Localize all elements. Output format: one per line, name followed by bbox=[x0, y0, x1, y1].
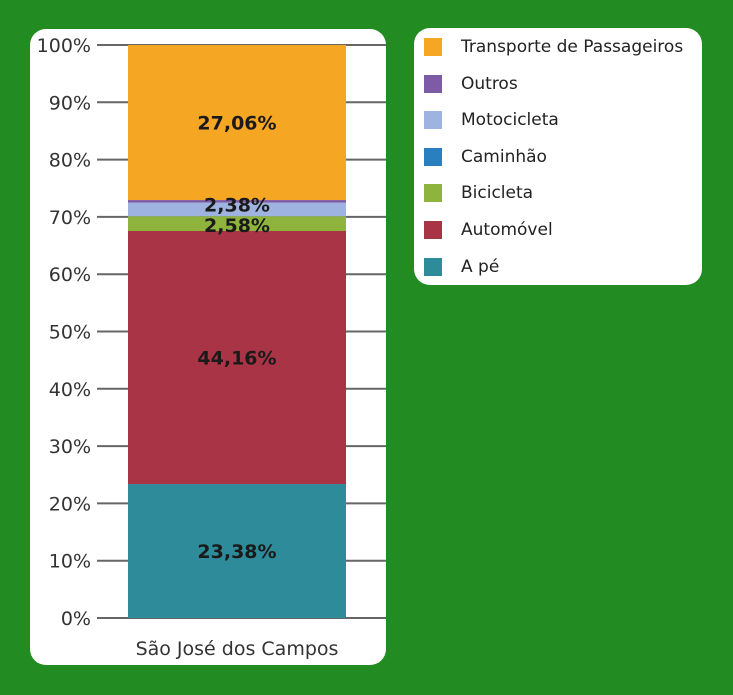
legend-swatch bbox=[424, 221, 442, 239]
chart-panel: 0% 10% 20% 30% 40% 50% 60% 70% 80% 90% 100% 23,38% 4… bbox=[30, 29, 386, 665]
legend-swatch bbox=[424, 111, 442, 130]
y-tick-label: 0% bbox=[61, 608, 91, 630]
y-tick-label: 40% bbox=[49, 379, 91, 401]
legend-swatch bbox=[424, 184, 442, 203]
y-tick-label: 50% bbox=[49, 322, 91, 344]
bar-segment-motocicleta bbox=[128, 202, 346, 217]
legend-swatch bbox=[424, 74, 442, 93]
legend-item-motocicleta: Motocicleta bbox=[424, 108, 559, 132]
legend-label: Caminhão bbox=[461, 146, 547, 167]
y-tick-label: 90% bbox=[49, 92, 91, 114]
legend-item-automovel: Automóvel bbox=[424, 218, 553, 242]
chart-legend: Transporte de Passageiros Outros Motocicle… bbox=[414, 28, 702, 285]
legend-item-bicicleta: Bicicleta bbox=[424, 181, 533, 205]
data-label-motocicleta: 2,38% bbox=[204, 195, 270, 217]
legend-label: Motocicleta bbox=[461, 110, 559, 131]
legend-label: A pé bbox=[461, 256, 500, 277]
y-tick-label: 100% bbox=[37, 35, 91, 57]
legend-swatch bbox=[424, 38, 442, 56]
data-label-bicicleta: 2,58% bbox=[204, 215, 270, 237]
legend-label: Transporte de Passageiros bbox=[461, 37, 684, 57]
legend-label: Outros bbox=[461, 73, 518, 94]
bar-segment-a-pe bbox=[128, 484, 346, 618]
y-tick-label: 20% bbox=[49, 493, 91, 515]
legend-label: Bicicleta bbox=[461, 183, 534, 204]
legend-item-outros: Outros bbox=[424, 72, 518, 96]
y-tick-label: 60% bbox=[49, 264, 91, 286]
bar-segment-automovel bbox=[128, 230, 346, 485]
y-tick-label: 70% bbox=[49, 207, 91, 229]
data-label-automovel: 44,16% bbox=[197, 348, 276, 370]
data-label-transporte-de-passageiros: 27,06% bbox=[197, 113, 276, 135]
stacked-bar-chart: 0% 10% 20% 30% 40% 50% 60% 70% 80% 90% 100% 23,38% 4… bbox=[37, 35, 386, 660]
legend-item-caminhao: Caminhão bbox=[424, 145, 547, 169]
bar-segment-transporte-de-passageiros bbox=[128, 45, 346, 201]
bar-segment-outros bbox=[128, 200, 346, 203]
y-tick-label: 10% bbox=[49, 551, 91, 573]
x-category-label: São José dos Campos bbox=[136, 638, 339, 660]
legend-swatch bbox=[424, 147, 442, 166]
y-tick-label: 80% bbox=[49, 150, 91, 172]
bar-segment-bicicleta bbox=[128, 216, 346, 231]
legend-item-transporte-de-passageiros: Transporte de Passageiros bbox=[424, 35, 683, 59]
legend-label: Automóvel bbox=[461, 220, 553, 240]
data-label-a-pe: 23,38% bbox=[197, 541, 276, 563]
y-tick-label: 30% bbox=[49, 436, 91, 458]
legend-swatch bbox=[424, 257, 442, 276]
legend-item-a-pe: A pé bbox=[424, 255, 499, 279]
